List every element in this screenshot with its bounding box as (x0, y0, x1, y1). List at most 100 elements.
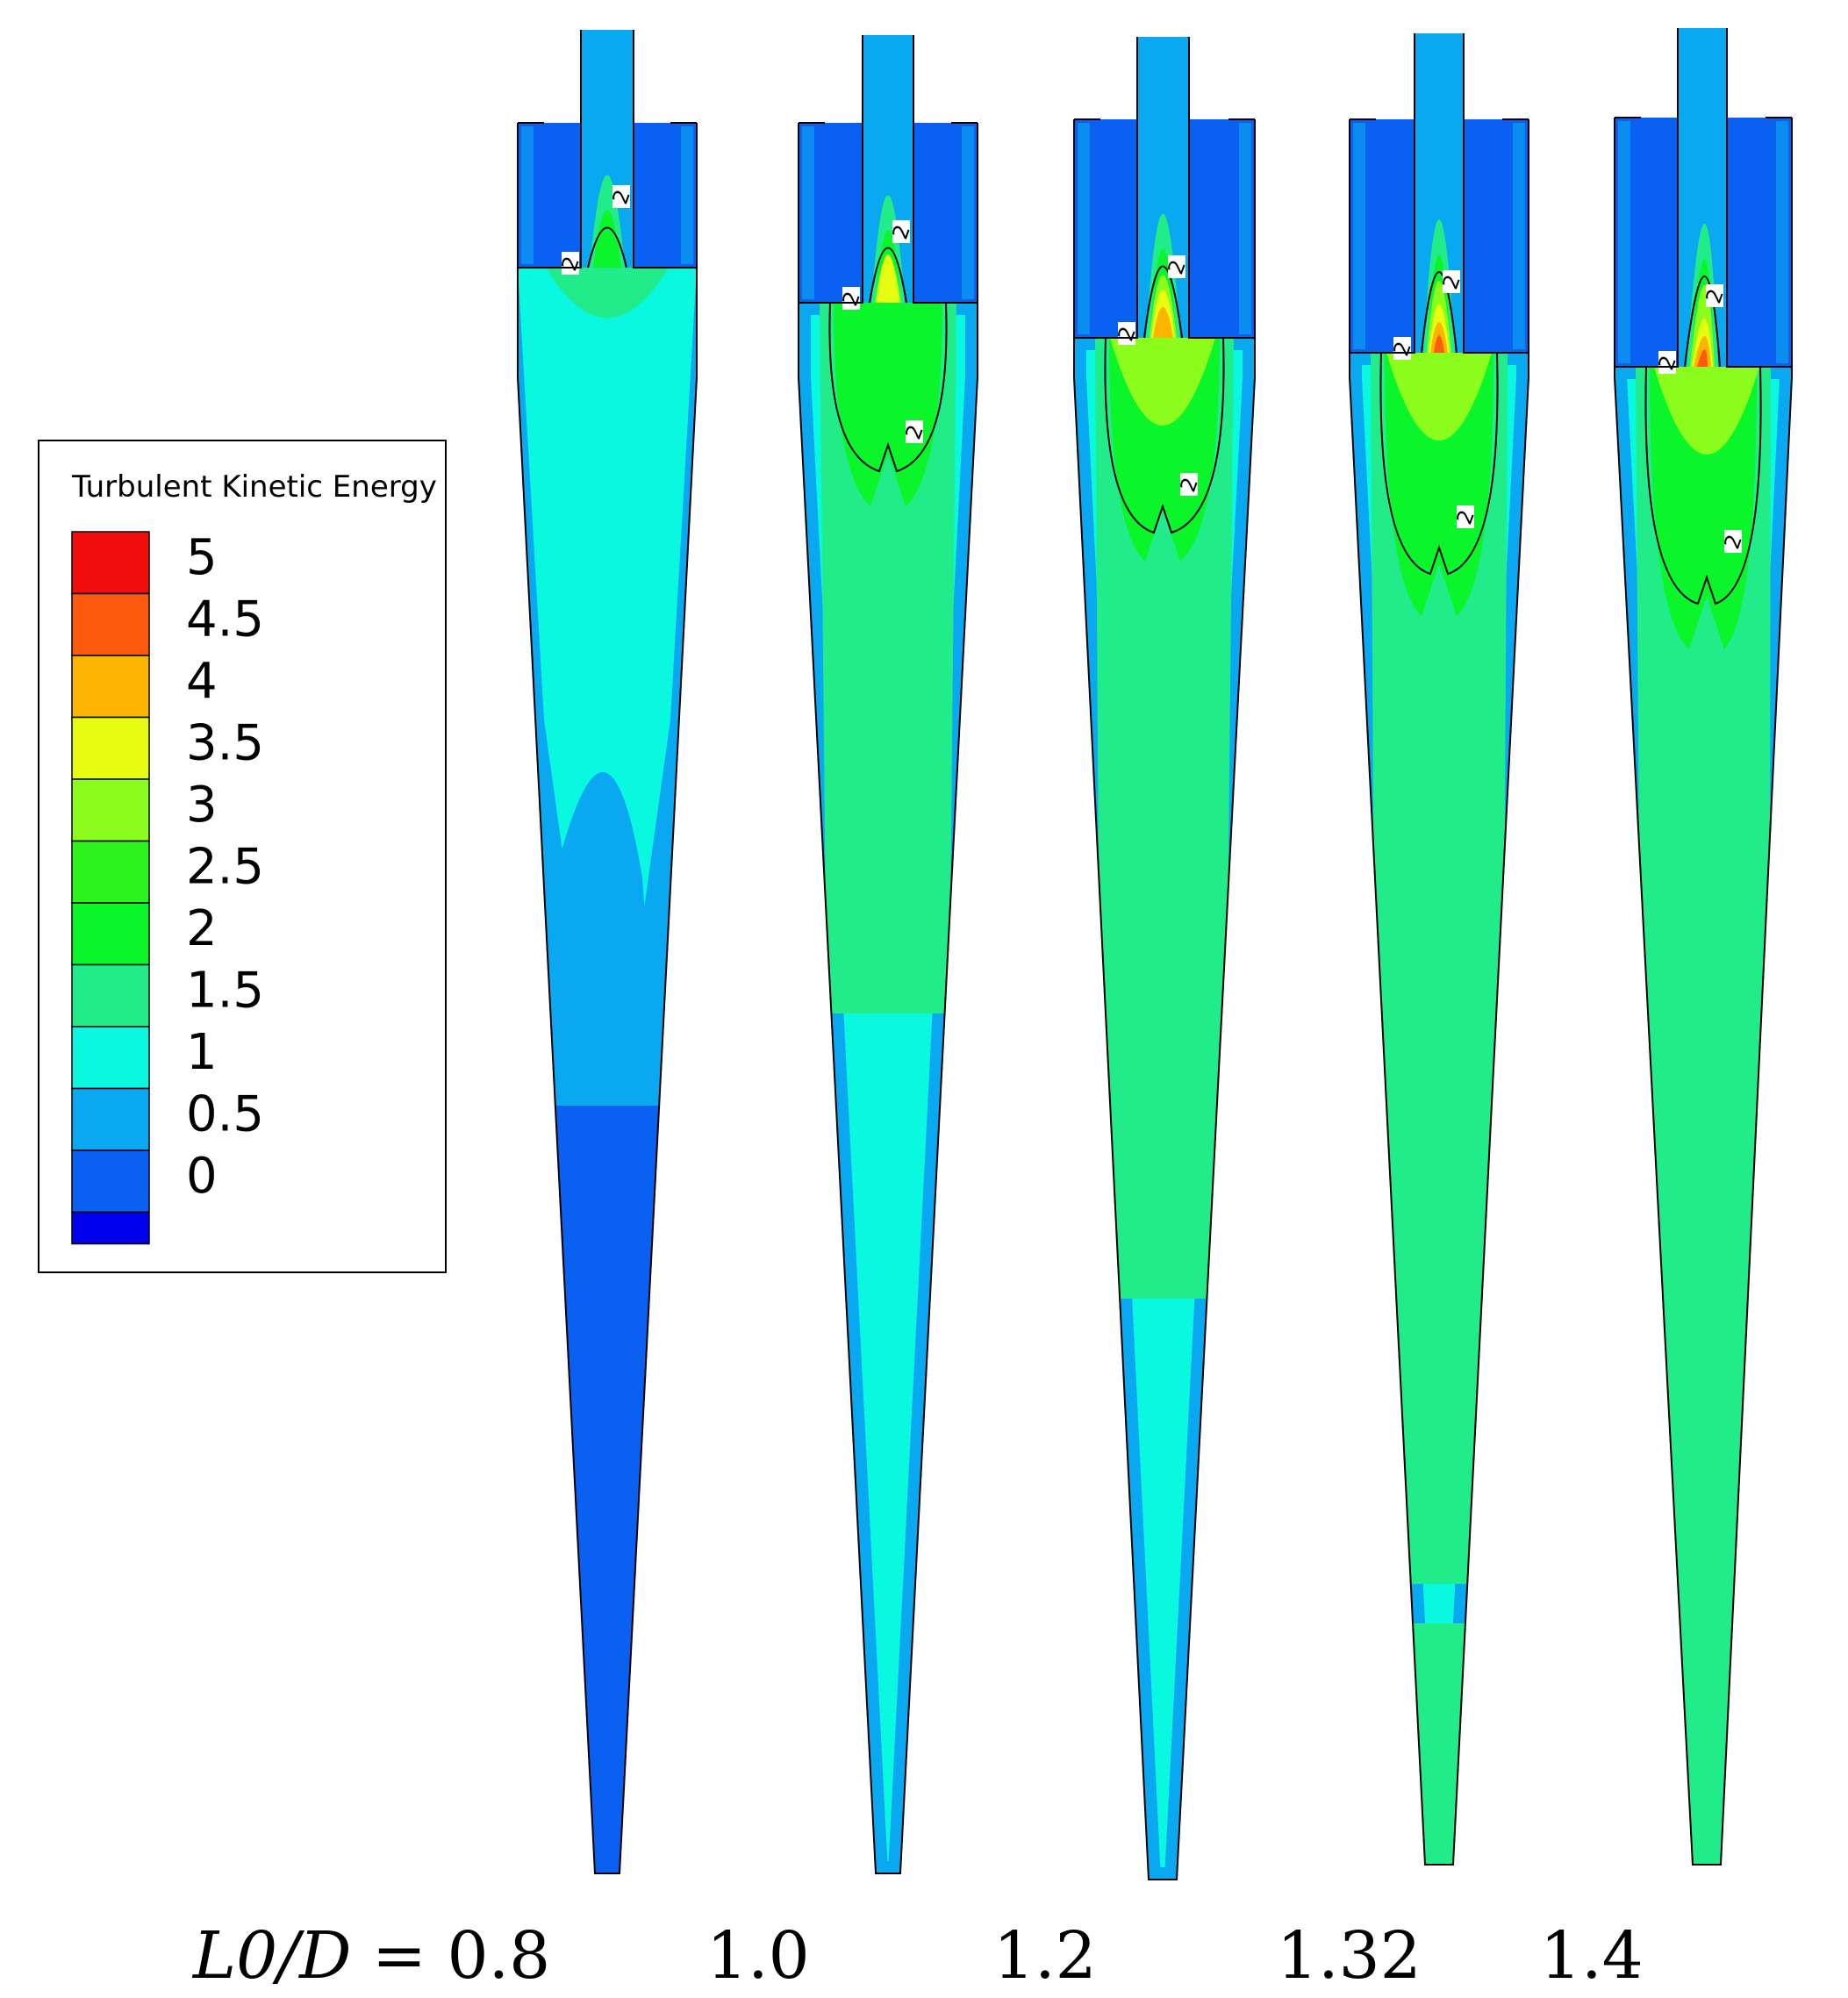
legend-swatch-9 (71, 1087, 150, 1151)
contour-label-bg-3-2 (1457, 505, 1474, 528)
case-label-2: 1.2 (993, 1918, 1097, 1994)
legend-label-7: 1.5 (186, 963, 264, 1020)
contour-bands-2 (1074, 338, 1255, 1880)
cyclone-outline-3 (1349, 33, 1529, 1866)
band-darkblue-0 (518, 1106, 697, 1873)
contour-label-2-1: 2 (1113, 322, 1141, 345)
legend-swatch-5 (71, 840, 150, 904)
cyclone-0: 22 (517, 30, 698, 1874)
cyclone-outline-0 (517, 30, 698, 1874)
vf-band-red-3 (1434, 335, 1444, 353)
contour-label-1-1: 2 (837, 287, 865, 310)
band-lightblue-0 (555, 772, 660, 1123)
cyclone-outline-1 (798, 35, 978, 1874)
legend-label-8: 1 (186, 1024, 218, 1081)
band-green-1 (834, 303, 942, 507)
cyclone-4: 2 2 2 (1614, 28, 1793, 1866)
case-label-3: 1.32 (1277, 1918, 1422, 1994)
annulus-edge-right-3 (1513, 123, 1525, 349)
vf-band-green-0 (593, 210, 621, 268)
band-aqua-1 (820, 303, 956, 1013)
contour-line-body-2 (1104, 337, 1225, 534)
contour-label-bg-1-0 (892, 220, 910, 243)
legend-label-1: 4.5 (186, 591, 264, 648)
cyclone-1: 2 2 2 (798, 35, 978, 1874)
contour-bands-4 (1615, 367, 1792, 1865)
band-aqua-2 (1095, 338, 1234, 1299)
annulus-outline-3 (1349, 119, 1529, 353)
band-green-4 (1650, 367, 1757, 649)
contour-label-bg-1-1 (842, 287, 860, 310)
contour-label-bg-1-2 (906, 420, 923, 443)
contour-line-0 (587, 226, 627, 269)
annulus-edge-right-1 (962, 126, 974, 299)
contour-bands-1 (799, 303, 978, 1873)
annulus-outline-0 (517, 123, 698, 268)
legend-title: Turbulent Kinetic Energy (71, 469, 437, 505)
legend-swatch-8 (71, 1026, 150, 1090)
legend-label-9: 0.5 (186, 1086, 264, 1143)
vf-band-orange-2 (1153, 307, 1173, 338)
contour-line-body-4 (1644, 366, 1762, 605)
annulus-outline-4 (1614, 118, 1793, 367)
case-label-1: 1.0 (706, 1918, 810, 1994)
band-aqua-3 (1371, 353, 1508, 1584)
annulus-edge-left-3 (1353, 123, 1365, 349)
contour-label-4-2: 2 (1719, 530, 1747, 553)
case-label-4: 1.4 (1540, 1918, 1644, 1994)
contour-label-0-1: 2 (556, 252, 584, 275)
vf-band-yellow-1 (877, 254, 899, 303)
contour-label-0-0: 2 (607, 185, 635, 208)
legend-swatch-7 (71, 963, 150, 1028)
case-label-0-value: 0.8 (448, 1918, 551, 1994)
legend-swatch-10 (71, 1149, 150, 1214)
contour-label-1-0: 2 (887, 220, 915, 243)
legend-label-5: 2.5 (186, 839, 264, 896)
contour-line-1 (869, 247, 907, 304)
contour-line-2 (1143, 265, 1183, 339)
legend-label-6: 2 (186, 900, 218, 957)
legend-label-2: 4 (186, 653, 218, 710)
vf-band-red-4 (1697, 349, 1708, 367)
contour-label-bg-3-1 (1393, 337, 1411, 360)
contour-label-4-1: 2 (1653, 351, 1681, 374)
case-label-l0d-italic: L0/D (191, 1918, 351, 1994)
annulus-edge-right-0 (681, 126, 693, 264)
contour-label-bg-4-0 (1706, 284, 1723, 307)
legend-swatch-1 (71, 592, 150, 656)
legend-label-0: 5 (186, 529, 218, 586)
contour-label-bg-2-2 (1180, 473, 1198, 496)
case-label-l0d-eq: = (351, 1918, 447, 1994)
contour-label-bg-2-0 (1168, 255, 1185, 278)
contour-label-2-2: 2 (1175, 473, 1203, 496)
contour-label-bg-4-1 (1658, 351, 1676, 374)
contour-label-4-0: 2 (1701, 284, 1729, 307)
annulus-edge-left-2 (1078, 123, 1090, 334)
cyclone-outline-2 (1073, 37, 1256, 1880)
band-aqua-tip-4 (1620, 1623, 1787, 1865)
contour-label-bg-4-2 (1724, 530, 1742, 553)
band-aqua-0 (546, 268, 669, 319)
contour-label-bg-0-0 (612, 185, 630, 208)
legend-label-10: 0 (186, 1148, 218, 1205)
legend-swatch-11 (71, 1211, 150, 1245)
legend-swatch-4 (71, 778, 150, 842)
band-aqua-tip-3 (1355, 1623, 1523, 1865)
contour-label-3-1: 2 (1388, 337, 1416, 360)
cyclone-3: 2 2 2 (1349, 33, 1529, 1866)
legend-label-3: 3.5 (186, 715, 264, 772)
contour-line-4 (1684, 276, 1721, 368)
case-label-l0d: L0/D = 0.8 (191, 1918, 550, 1994)
contour-label-bg-2-1 (1118, 322, 1135, 345)
band-lime-4 (1654, 367, 1759, 455)
contour-label-3-0: 2 (1437, 270, 1465, 293)
annulus-edge-right-4 (1776, 121, 1788, 363)
contour-label-bg-0-1 (562, 252, 579, 275)
annulus-edge-right-2 (1239, 123, 1251, 334)
legend: Turbulent Kinetic Energy 54.543.532.52 1.… (38, 440, 447, 1273)
contour-line-body-3 (1379, 352, 1499, 576)
legend-swatch-3 (71, 716, 150, 780)
legend-swatch-6 (71, 902, 150, 966)
contour-bands-3 (1350, 353, 1529, 1865)
